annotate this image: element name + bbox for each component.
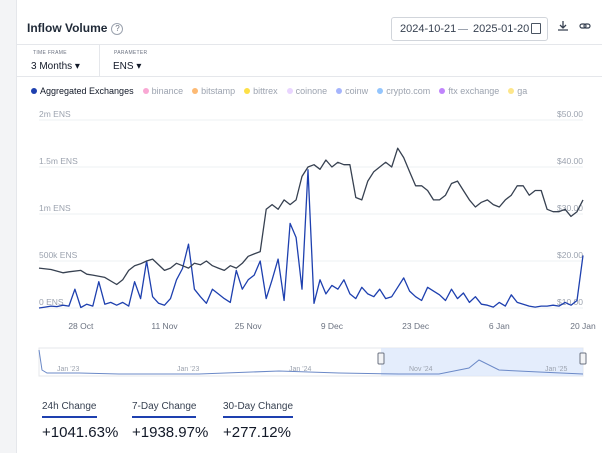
legend-label: ga [517, 86, 528, 96]
legend-label: bittrex [253, 86, 278, 96]
stat-value: +1041.63% [42, 424, 119, 441]
x-tick-label: 11 Nov [151, 321, 178, 331]
x-tick-label: 6 Jan [489, 321, 510, 331]
navigator-label: Jan '25 [545, 366, 567, 373]
date-start[interactable]: 2024-10-21 [400, 23, 457, 35]
legend-dot-icon [142, 88, 149, 94]
stat-7d: 7-Day Change +1938.97% [132, 396, 208, 441]
stat-value: +277.12% [223, 424, 291, 441]
stat-value: +1938.97% [132, 424, 209, 441]
stat-label: 24h Change [42, 401, 97, 418]
stat-label: 7-Day Change [132, 401, 197, 418]
calendar-icon[interactable] [531, 23, 541, 34]
x-tick-label: 23 Dec [402, 321, 430, 331]
chart-title: Inflow Volume? [27, 21, 124, 35]
legend-label: coinw [345, 86, 369, 96]
link-icon[interactable] [579, 20, 591, 35]
x-tick-label: 20 Jan [570, 321, 596, 331]
divider [17, 44, 602, 45]
y-tick-label: 1.5m ENS [39, 156, 78, 166]
legend-item[interactable]: binance [142, 86, 184, 96]
legend-item[interactable]: coinw [336, 86, 368, 96]
legend-dot-icon [286, 88, 293, 94]
legend-item[interactable]: ftx exchange [439, 86, 499, 96]
inflow-chart[interactable]: 0 ENS 500k ENS 1m ENS 1.5m ENS 2m ENS $10.00 $… [17, 108, 602, 398]
legend-item[interactable]: coinone [286, 86, 328, 96]
navigator-line [38, 349, 584, 375]
legend-item[interactable]: bitstamp [192, 86, 235, 96]
date-range-picker[interactable]: 2024-10-21 2025-01-20 [391, 17, 548, 41]
legend-label: binance [151, 86, 184, 96]
legend-dot-icon [377, 88, 384, 94]
stat-24h: 24h Change +1041.63% [42, 396, 118, 441]
legend-dot-icon [508, 88, 515, 94]
date-end[interactable]: 2025-01-20 [473, 23, 530, 35]
legend-label: Aggregated Exchanges [40, 86, 134, 96]
divider [17, 76, 602, 77]
navigator-label: Jan '23 [177, 366, 199, 373]
timeframe-select[interactable]: 3 Months ▾ [31, 61, 80, 72]
legend-label: bitstamp [201, 86, 236, 96]
legend-label: crypto.com [386, 86, 431, 96]
legend-label: coinone [295, 86, 328, 96]
parameter-label: PARAMETER [114, 50, 148, 56]
legend-item[interactable]: Aggregated Exchanges [31, 86, 134, 96]
y-tick-label: 500k ENS [39, 250, 78, 260]
x-tick-label: 9 Dec [321, 321, 344, 331]
y-tick-label: 2m ENS [39, 109, 71, 119]
navigator-label: Jan '24 [289, 366, 311, 373]
legend-item[interactable]: bittrex [244, 86, 278, 96]
parameter-select[interactable]: ENS ▾ [113, 61, 142, 72]
timeframe-label: TIME FRAME [33, 50, 67, 56]
y2-tick-label: $30.00 [557, 203, 583, 213]
divider [99, 44, 100, 76]
series-line-1 [38, 147, 584, 286]
legend: Aggregated Exchanges binance bitstamp bittr… [31, 86, 599, 100]
chevron-down-icon: ▾ [74, 61, 80, 72]
inflow-volume-card: Inflow Volume? 2024-10-21 2025-01-20 TIM… [16, 0, 602, 453]
navigator-handle[interactable] [377, 352, 385, 365]
y2-tick-label: $40.00 [557, 156, 583, 166]
date-separator [458, 29, 468, 30]
y2-tick-label: $20.00 [557, 250, 583, 260]
help-icon[interactable]: ? [111, 23, 124, 35]
navigator-handle[interactable] [579, 352, 587, 365]
download-icon[interactable] [557, 20, 569, 35]
x-tick-label: 25 Nov [235, 321, 263, 331]
navigator-label: Nov '24 [409, 366, 433, 373]
stat-30d: 30-Day Change +277.12% [223, 396, 294, 441]
legend-label: ftx exchange [448, 86, 500, 96]
x-tick-label: 28 Oct [68, 321, 94, 331]
stat-label: 30-Day Change [223, 401, 294, 418]
legend-dot-icon [192, 88, 199, 94]
legend-dot-icon [439, 88, 446, 94]
series-line-0 [38, 169, 584, 309]
y2-tick-label: $10.00 [557, 297, 583, 307]
navigator-label: Jan '23 [57, 366, 79, 373]
y2-tick-label: $50.00 [557, 109, 583, 119]
y-tick-label: 0 ENS [39, 297, 64, 307]
legend-dot-icon [31, 88, 37, 94]
legend-item[interactable]: ga [508, 86, 527, 96]
legend-dot-icon [336, 88, 343, 94]
legend-item[interactable]: crypto.com [377, 86, 430, 96]
y-tick-label: 1m ENS [39, 203, 71, 213]
chevron-down-icon: ▾ [136, 61, 142, 72]
legend-dot-icon [244, 88, 251, 94]
